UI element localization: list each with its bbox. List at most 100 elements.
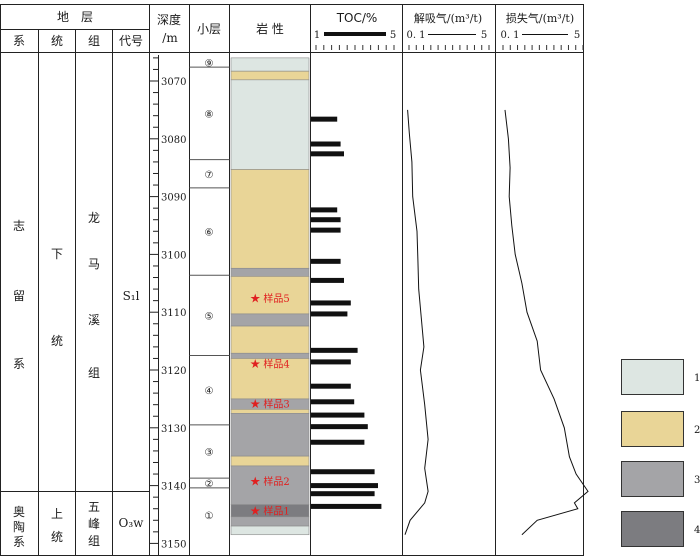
toc-bar — [311, 383, 351, 389]
depth-tick-label: 3090 — [161, 193, 186, 204]
lithology-column — [230, 57, 310, 536]
sample-label: ★ 样品1 — [250, 504, 290, 517]
header-layer: 小层 — [197, 22, 221, 36]
toc-bar — [311, 207, 338, 213]
header-lost-min: 0. 1 — [500, 30, 519, 41]
depth-tick-label: 3140 — [161, 482, 186, 493]
fm-upper-char: 马 — [88, 257, 100, 271]
header-formation: 组 — [88, 34, 100, 48]
lithology-interval — [230, 169, 310, 269]
header-lithology: 岩 性 — [256, 21, 284, 36]
sys-upper-char: 志 — [13, 219, 25, 233]
legend-label: 2 — [694, 425, 700, 436]
sys-lower-char: 系 — [13, 535, 25, 549]
series-lower-label: 上统 — [51, 507, 63, 544]
formation-lower-label: 五峰组 — [88, 500, 100, 548]
lithology-interval — [230, 70, 310, 81]
desorbed-gas-curve — [404, 109, 429, 535]
ser-lower-char: 上 — [51, 507, 63, 521]
ser-upper-char: 下 — [51, 247, 63, 261]
toc-bar — [311, 151, 344, 157]
sublayer-label: ⑥ — [205, 228, 214, 239]
gas-curve-line — [404, 109, 429, 535]
lithology-interval — [230, 276, 310, 315]
lithology-interval — [230, 313, 310, 327]
lithology-interval — [230, 413, 310, 457]
sample-label: ★ 样品3 — [250, 398, 290, 411]
sublayer-label: ⑧ — [205, 109, 214, 120]
depth-tick-label: 3150 — [161, 539, 186, 550]
depth-tick-label: 3080 — [161, 135, 186, 146]
code-lower-label: O₃w — [119, 516, 145, 530]
depth-tick-label: 3070 — [161, 77, 186, 88]
lithology-interval — [230, 325, 310, 354]
lithology-interval — [230, 57, 310, 72]
header-series: 统 — [51, 34, 63, 48]
toc-bar — [311, 300, 351, 306]
depth-tick-label: 3100 — [161, 250, 186, 261]
toc-bar — [311, 359, 351, 365]
header-lost-max: 5 — [574, 30, 580, 41]
ser-lower-char: 统 — [51, 530, 63, 544]
legend-label: 1 — [694, 373, 700, 384]
toc-bar — [311, 141, 341, 147]
sublayer-column: ⑨ ⑧ ⑦ ⑥ ⑤ ④ ③ ② ① — [189, 59, 230, 522]
fm-lower-char: 峰 — [88, 517, 100, 531]
toc-bar — [311, 116, 338, 122]
header: 地 层 系 统 组 代号 深度 /m 小层 岩 性 TOC/% 1 5 解吸气/… — [13, 10, 584, 50]
toc-bar — [311, 491, 375, 497]
lithology-interval — [230, 267, 310, 277]
header-toc: TOC/% — [336, 11, 378, 25]
header-depth-line2: /m — [162, 31, 178, 45]
sample-label: ★ 样品5 — [250, 292, 290, 305]
header-code: 代号 — [119, 34, 143, 48]
toc-bar — [311, 424, 368, 430]
lithology-interval — [230, 516, 310, 527]
header-desorbed: 解吸气/(m³/t) — [414, 11, 482, 25]
system-upper-label: 志留系 — [13, 219, 25, 371]
toc-bar — [311, 399, 355, 405]
toc-bar — [311, 217, 341, 223]
header-toc-min: 1 — [314, 30, 320, 41]
sublayer-label: ⑨ — [205, 59, 214, 70]
header-desorbed-max: 5 — [481, 30, 487, 41]
sample-label: ★ 样品4 — [250, 358, 290, 371]
legend-label: 3 — [694, 475, 700, 486]
sys-lower-char: 陶 — [13, 519, 25, 534]
lithology-interval — [230, 358, 310, 400]
lithology-interval — [230, 465, 310, 505]
fm-lower-char: 五 — [88, 500, 100, 514]
sublayer-label: ⑦ — [205, 170, 214, 181]
lithology-legend: 1 2 3 4 — [621, 359, 700, 547]
series-upper-label: 下统 — [51, 247, 63, 348]
legend-label: 4 — [694, 525, 700, 536]
legend-swatch — [621, 511, 684, 547]
header-lost: 损失气/(m³/t) — [506, 11, 574, 25]
header-scale-ticks — [315, 45, 584, 50]
header-strata: 地 层 — [57, 10, 93, 24]
legend-swatch — [621, 411, 684, 447]
fm-upper-char: 龙 — [88, 211, 100, 225]
lithology-interval — [230, 79, 310, 170]
toc-bar — [311, 311, 348, 317]
depth-axis: 3070 3080 3090 3100 3110 3120 3130 3140 3150 — [150, 55, 186, 555]
toc-bar — [311, 258, 341, 264]
fm-upper-char: 溪 — [88, 313, 100, 327]
lithology-interval — [230, 525, 310, 536]
header-system: 系 — [13, 34, 25, 48]
sublayer-label: ② — [205, 479, 214, 490]
toc-bar — [311, 227, 341, 233]
toc-bar — [311, 439, 365, 445]
sample-label: ★ 样品2 — [250, 475, 290, 488]
lithology-interval — [230, 352, 310, 359]
table-frame — [0, 4, 584, 556]
header-depth-line1: 深度 — [157, 12, 181, 27]
sublayer-label: ① — [205, 511, 214, 522]
legend-swatch — [621, 461, 684, 497]
fm-lower-char: 组 — [88, 534, 100, 548]
system-lower-label: 奥陶系 — [13, 505, 25, 549]
code-upper-label: S₁l — [123, 289, 140, 303]
